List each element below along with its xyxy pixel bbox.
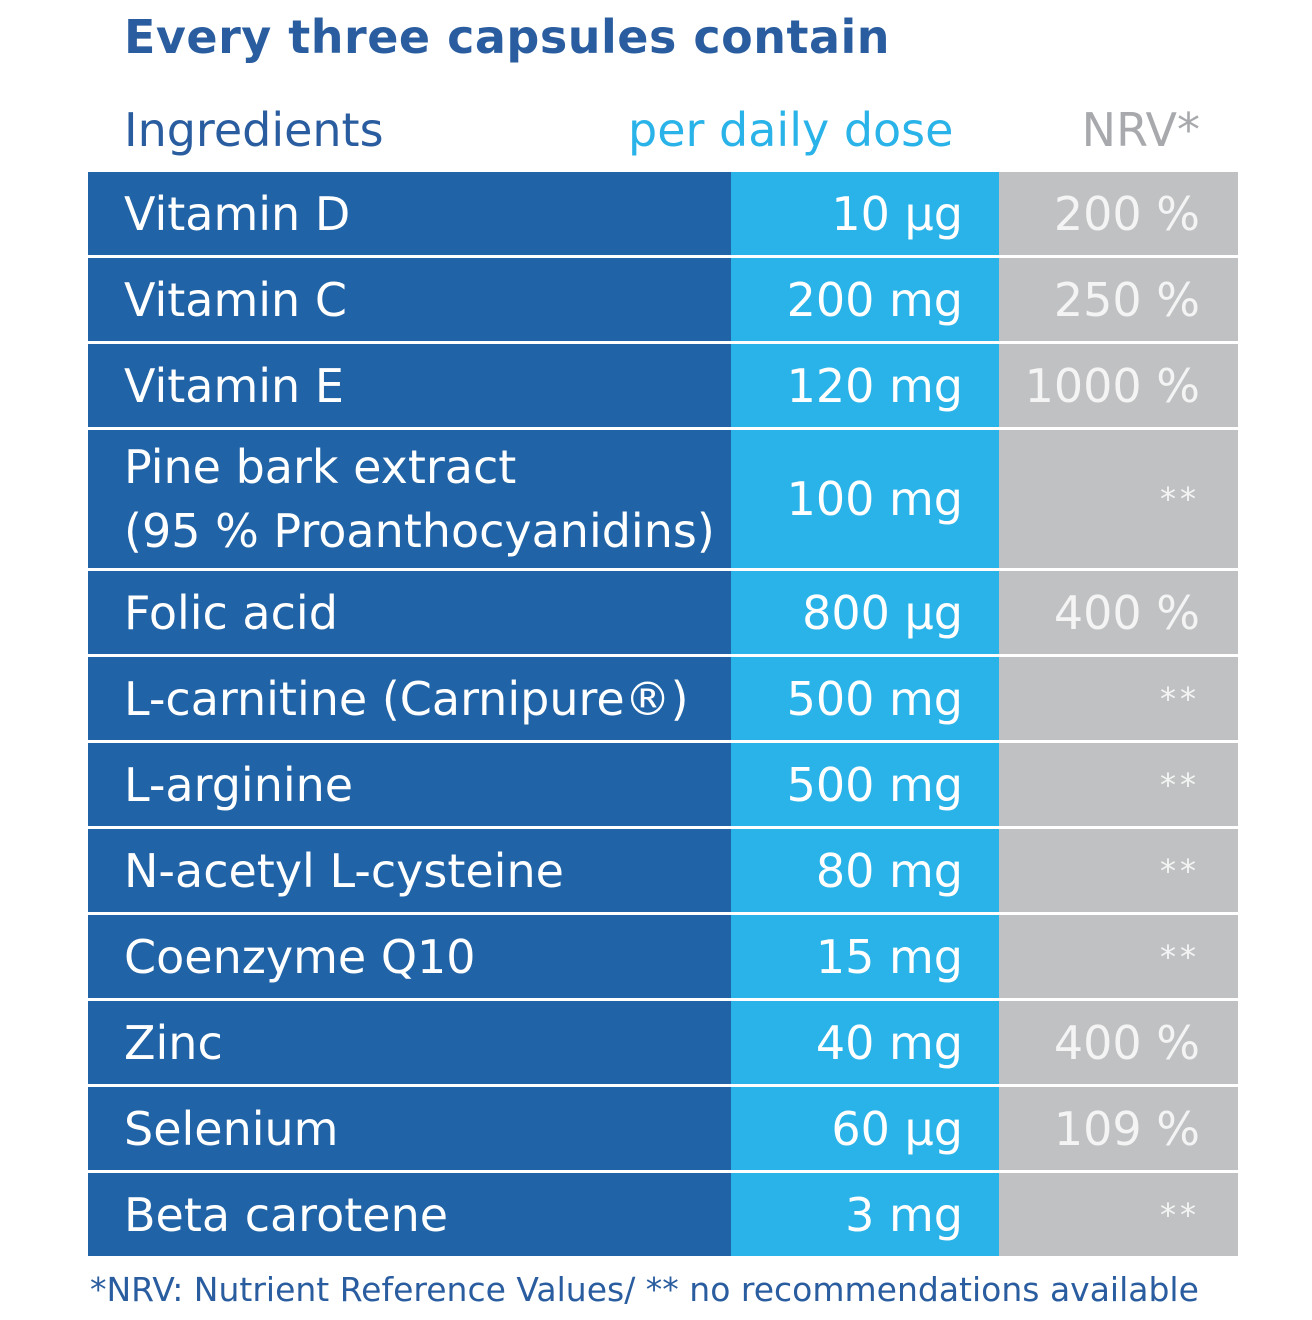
ingredient-nrv: ** — [999, 1173, 1238, 1256]
ingredient-name: Folic acid — [88, 571, 731, 654]
ingredient-name-line1: Pine bark extract — [124, 440, 517, 494]
ingredient-dose: 500 mg — [731, 743, 999, 826]
ingredient-name: L-carnitine (Carnipure®) — [88, 657, 731, 740]
ingredient-dose: 100 mg — [731, 430, 999, 568]
ingredient-name-line2: (95 % Proanthocyanidins) — [124, 504, 715, 558]
ingredient-nrv: ** — [999, 743, 1238, 826]
table-row: Vitamin E 120 mg 1000 % — [88, 344, 1238, 430]
ingredient-name: Pine bark extract (95 % Proanthocyanidin… — [88, 430, 731, 568]
ingredient-nrv: 400 % — [999, 571, 1238, 654]
table-row: Pine bark extract (95 % Proanthocyanidin… — [88, 430, 1238, 571]
table-row: N-acetyl L-cysteine 80 mg ** — [88, 829, 1238, 915]
ingredient-name: N-acetyl L-cysteine — [88, 829, 731, 912]
table-row: L-carnitine (Carnipure®) 500 mg ** — [88, 657, 1238, 743]
ingredient-nrv: ** — [999, 915, 1238, 998]
ingredient-name: Vitamin C — [88, 258, 731, 341]
ingredient-name: Beta carotene — [88, 1173, 731, 1256]
ingredient-dose: 500 mg — [731, 657, 999, 740]
ingredient-name: Vitamin E — [88, 344, 731, 427]
table-row: Zinc 40 mg 400 % — [88, 1001, 1238, 1087]
table-row: Coenzyme Q10 15 mg ** — [88, 915, 1238, 1001]
ingredient-dose: 80 mg — [731, 829, 999, 912]
ingredient-dose: 40 mg — [731, 1001, 999, 1084]
ingredient-name: Coenzyme Q10 — [88, 915, 731, 998]
ingredient-dose: 3 mg — [731, 1173, 999, 1256]
ingredient-dose: 60 µg — [731, 1087, 999, 1170]
ingredient-nrv: ** — [999, 430, 1238, 568]
ingredient-name: Vitamin D — [88, 172, 731, 255]
ingredient-dose: 800 µg — [731, 571, 999, 654]
ingredient-dose: 10 µg — [731, 172, 999, 255]
header-nrv: NRV* — [1081, 103, 1200, 157]
table-row: L-arginine 500 mg ** — [88, 743, 1238, 829]
ingredient-nrv: 400 % — [999, 1001, 1238, 1084]
ingredient-name: Selenium — [88, 1087, 731, 1170]
ingredient-dose: 200 mg — [731, 258, 999, 341]
ingredients-table: Vitamin D 10 µg 200 % Vitamin C 200 mg 2… — [88, 172, 1238, 1256]
page-title: Every three capsules contain — [124, 10, 891, 64]
ingredient-dose: 15 mg — [731, 915, 999, 998]
header-daily-dose: per daily dose — [628, 103, 954, 157]
ingredient-nrv: 200 % — [999, 172, 1238, 255]
ingredient-nrv: 250 % — [999, 258, 1238, 341]
table-row: Beta carotene 3 mg ** — [88, 1173, 1238, 1256]
table-row: Vitamin D 10 µg 200 % — [88, 172, 1238, 258]
table-row: Vitamin C 200 mg 250 % — [88, 258, 1238, 344]
ingredient-nrv: ** — [999, 657, 1238, 740]
ingredient-dose: 120 mg — [731, 344, 999, 427]
table-row: Selenium 60 µg 109 % — [88, 1087, 1238, 1173]
ingredient-nrv: 109 % — [999, 1087, 1238, 1170]
ingredient-nrv: 1000 % — [999, 344, 1238, 427]
ingredient-name: L-arginine — [88, 743, 731, 826]
footnote: *NRV: Nutrient Reference Values/ ** no r… — [90, 1270, 1199, 1309]
table-row: Folic acid 800 µg 400 % — [88, 571, 1238, 657]
ingredient-name: Zinc — [88, 1001, 731, 1084]
ingredient-nrv: ** — [999, 829, 1238, 912]
header-ingredients: Ingredients — [124, 103, 384, 157]
